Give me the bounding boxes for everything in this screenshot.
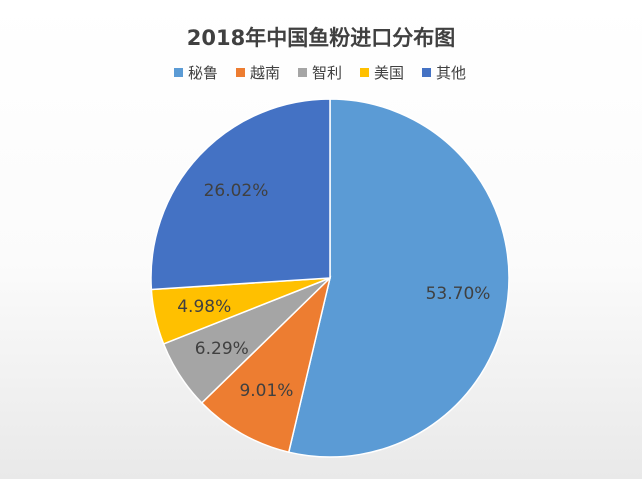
data-label-3: 4.98% bbox=[177, 297, 231, 317]
legend-label-1: 越南 bbox=[250, 64, 280, 82]
chart-title: 2018年中国鱼粉进口分布图 bbox=[187, 26, 455, 50]
legend-swatch-2 bbox=[298, 68, 307, 77]
legend-swatch-0 bbox=[174, 68, 183, 77]
pie-slice-1 bbox=[200, 275, 332, 454]
data-label-0: 53.70% bbox=[426, 284, 491, 304]
legend: 秘鲁 越南 智利 美国 其他 bbox=[174, 64, 466, 82]
legend-swatch-3 bbox=[360, 68, 369, 77]
legend-swatch-1 bbox=[236, 68, 245, 77]
legend-label-4: 其他 bbox=[436, 64, 466, 82]
legend-label-3: 美国 bbox=[374, 64, 404, 82]
pie-slice-4 bbox=[150, 98, 331, 291]
legend-label-2: 智利 bbox=[312, 64, 342, 82]
legend-label-0: 秘鲁 bbox=[188, 64, 218, 82]
data-label-4: 26.02% bbox=[204, 181, 269, 201]
legend-swatch-4 bbox=[422, 68, 431, 77]
pie-slice-0 bbox=[287, 98, 510, 458]
data-label-2: 6.29% bbox=[195, 339, 249, 359]
pie-slices bbox=[150, 98, 510, 458]
data-labels: 53.70% 9.01% 6.29% 4.98% 26.02% bbox=[177, 181, 490, 401]
data-label-1: 9.01% bbox=[239, 381, 293, 401]
